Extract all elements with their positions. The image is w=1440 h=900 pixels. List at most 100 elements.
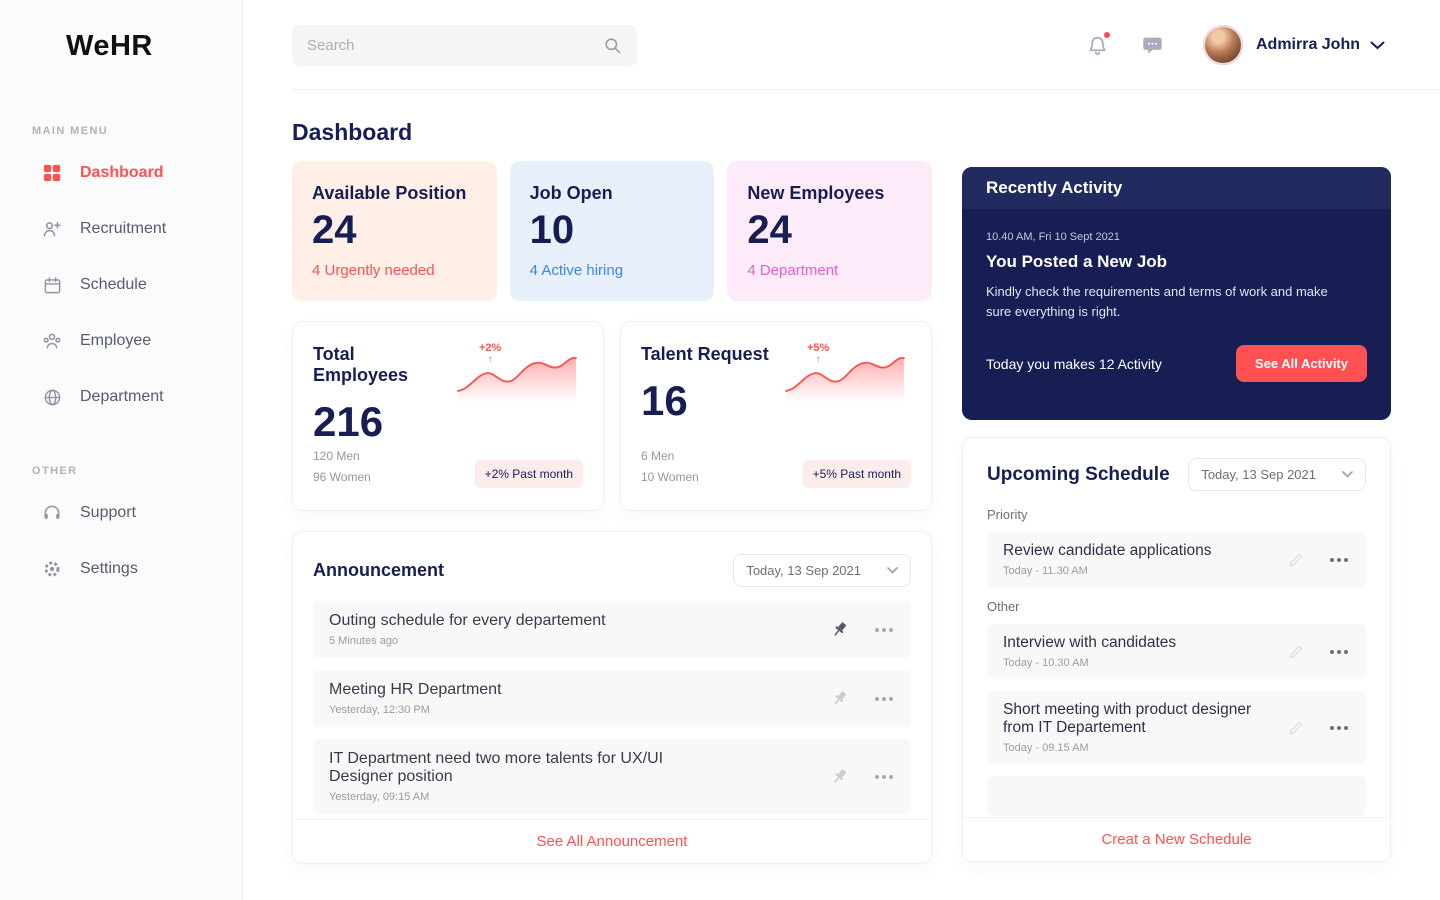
announcement-item[interactable]: Outing schedule for every departement 5 … (313, 601, 911, 658)
sidebar-item-support[interactable]: Support (0, 485, 242, 541)
sidebar-item-label: Department (80, 388, 164, 405)
announcement-item[interactable]: IT Department need two more talents for … (313, 739, 911, 814)
sparkline-chart: +2% ↑ (451, 342, 583, 446)
edit-icon[interactable] (1288, 720, 1304, 736)
schedule-item[interactable]: Review candidate applications Today - 11… (987, 532, 1366, 587)
schedule-list: Priority Review candidate applications T… (963, 503, 1390, 817)
edit-icon[interactable] (1288, 644, 1304, 660)
stat-card-new-employees: New Employees 24 4 Department (727, 161, 933, 301)
sidebar-item-department[interactable]: Department (0, 369, 242, 425)
topbar-actions: Admirra John (1053, 25, 1385, 65)
schedule-group-label: Priority (987, 507, 1028, 522)
right-column: Recently Activity 10.40 AM, Fri 10 Sept … (962, 90, 1391, 900)
bell-icon[interactable] (1087, 31, 1111, 56)
recent-activity-card: Recently Activity 10.40 AM, Fri 10 Sept … (962, 167, 1391, 420)
schedule-item[interactable]: Interview with candidates Today - 10.30 … (987, 624, 1366, 679)
sidebar-item-settings[interactable]: Settings (0, 541, 242, 597)
more-options-icon[interactable] (875, 627, 893, 632)
schedule-item[interactable]: Short meeting with product designer from… (987, 691, 1366, 764)
date-filter-value: Today, 13 Sep 2021 (1201, 467, 1316, 482)
chart-change-label: +2% ↑ (479, 342, 502, 365)
upcoming-schedule-card: Upcoming Schedule Today, 13 Sep 2021 Pri… (962, 437, 1391, 862)
more-options-icon[interactable] (1330, 725, 1348, 730)
more-options-icon[interactable] (1330, 649, 1348, 654)
past-month-badge: +5% Past month (802, 460, 911, 488)
recruitment-user-plus-icon (42, 219, 62, 239)
more-options-icon[interactable] (875, 774, 893, 779)
user-name[interactable]: Admirra John (1255, 36, 1360, 53)
pin-icon[interactable] (830, 620, 849, 639)
search-input[interactable] (307, 36, 593, 54)
chart-change-label: +5% ↑ (807, 342, 830, 365)
chevron-down-icon (887, 567, 898, 574)
gender-breakdown: 6 Men 10 Women (641, 446, 699, 488)
schedule-group-label: Other (987, 599, 1020, 614)
search-icon[interactable] (603, 36, 622, 55)
chevron-down-icon (1342, 471, 1353, 478)
sidebar-item-label: Recruitment (80, 220, 167, 237)
metric-title: Total Employees (313, 344, 409, 385)
schedule-item-time: Today - 09.15 AM (1003, 742, 1089, 754)
sidebar-item-recruitment[interactable]: Recruitment (0, 201, 242, 257)
announcement-item-title: IT Department need two more talents for … (329, 750, 664, 785)
notification-dot (1102, 31, 1111, 39)
schedule-calendar-icon (42, 275, 62, 295)
sidebar-item-schedule[interactable]: Schedule (0, 257, 242, 313)
metric-card-total-employees: Total Employees 216 +2% ↑ (292, 321, 604, 511)
left-column: Dashboard Available Position 24 4 Urgent… (292, 90, 933, 900)
announcement-item-time: 5 Minutes ago (329, 635, 399, 647)
schedule-item-time: Today - 10.30 AM (1003, 657, 1089, 669)
activity-count: Today you makes 12 Activity (986, 355, 1162, 372)
schedule-item-time: Today - 11.30 AM (1003, 565, 1088, 577)
metric-value: 216 (313, 398, 384, 445)
sidebar-item-label: Settings (80, 560, 138, 577)
announcement-date-filter[interactable]: Today, 13 Sep 2021 (733, 554, 911, 587)
see-all-announcement-link[interactable]: See All Announcement (293, 819, 931, 863)
announcement-item-time: Yesterday, 12:30 PM (329, 704, 430, 716)
edit-icon[interactable] (1288, 552, 1304, 568)
metric-value: 16 (641, 377, 688, 424)
create-new-schedule-link[interactable]: Creat a New Schedule (963, 817, 1390, 861)
more-options-icon[interactable] (875, 696, 893, 701)
stat-card-job-open: Job Open 10 4 Active hiring (509, 161, 715, 301)
sidebar-section-main-menu: MAIN MENU (32, 125, 109, 137)
topbar: Admirra John (243, 0, 1440, 90)
sidebar-section-other: OTHER (32, 465, 78, 477)
page-title: Dashboard (292, 119, 413, 145)
chat-icon[interactable] (1142, 35, 1163, 56)
up-arrow-icon: ↑ (487, 354, 493, 365)
sparkline-chart: +5% ↑ (779, 342, 911, 425)
pin-icon[interactable] (830, 767, 849, 786)
sidebar-item-dashboard[interactable]: Dashboard (0, 145, 242, 201)
men-count: 120 Men (313, 449, 360, 463)
metrics-row: Total Employees 216 +2% ↑ (292, 321, 932, 511)
chevron-down-icon[interactable] (1370, 41, 1385, 50)
more-options-icon[interactable] (1330, 557, 1348, 562)
stat-title: New Employees (747, 183, 885, 203)
stat-value: 24 (747, 208, 792, 252)
activity-headline: You Posted a New Job (986, 252, 1168, 271)
sidebar-item-employee[interactable]: Employee (0, 313, 242, 369)
announcement-item[interactable]: Meeting HR Department Yesterday, 12:30 P… (313, 670, 911, 727)
schedule-date-filter[interactable]: Today, 13 Sep 2021 (1188, 458, 1366, 491)
announcement-item-time: Yesterday, 09:15 AM (329, 791, 430, 803)
settings-gear-icon (42, 559, 62, 579)
announcement-item-title: Meeting HR Department (329, 681, 502, 698)
user-avatar[interactable] (1202, 25, 1243, 65)
schedule-item-partial[interactable] (987, 776, 1366, 816)
stats-row: Available Position 24 4 Urgently needed … (292, 161, 933, 301)
sidebar-item-label: Schedule (80, 276, 147, 293)
stat-note: 4 Department (747, 262, 839, 279)
announcement-item-title: Outing schedule for every departement (329, 612, 606, 629)
stat-title: Job Open (529, 183, 613, 203)
schedule-title: Upcoming Schedule (987, 463, 1170, 485)
metric-card-talent-request: Talent Request 16 +5% ↑ (620, 321, 932, 511)
activity-timestamp: 10.40 AM, Fri 10 Sept 2021 (986, 231, 1120, 243)
stat-value: 10 (529, 208, 575, 252)
see-all-activity-button[interactable]: See All Activity (1236, 345, 1367, 383)
pin-icon[interactable] (830, 689, 849, 708)
stat-value: 24 (312, 208, 357, 252)
schedule-item-title: Interview with candidates (1003, 634, 1177, 651)
app-logo: WeHR (66, 30, 153, 62)
men-count: 6 Men (641, 449, 675, 463)
